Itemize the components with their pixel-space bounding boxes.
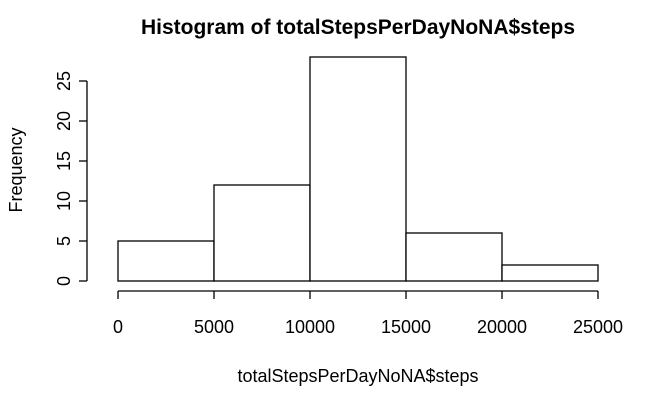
- y-axis-label: Frequency: [6, 127, 26, 212]
- histogram-bar-2: [309, 56, 407, 282]
- x-tick-label-0: 0: [113, 317, 123, 337]
- y-tick-label-5: 25: [54, 71, 74, 91]
- x-tick-label-4: 20000: [477, 317, 527, 337]
- x-axis-label: totalStepsPerDayNoNA$steps: [237, 366, 478, 386]
- x-tick-label-5: 25000: [573, 317, 623, 337]
- y-tick-label-0: 0: [54, 276, 74, 286]
- histogram-bar-4: [501, 264, 599, 282]
- y-tick-label-1: 5: [54, 236, 74, 246]
- histogram-bar-1: [213, 184, 311, 282]
- y-tick-label-2: 10: [54, 191, 74, 211]
- y-tick-label-3: 15: [54, 151, 74, 171]
- bars-group: [117, 56, 599, 282]
- x-tick-label-2: 10000: [285, 317, 335, 337]
- histogram-bar-3: [405, 232, 503, 282]
- histogram-bar-0: [117, 240, 215, 282]
- y-tick-label-4: 20: [54, 111, 74, 131]
- x-axis: 0 5000 10000 15000 20000 25000: [113, 290, 623, 337]
- x-tick-label-3: 15000: [381, 317, 431, 337]
- x-tick-label-1: 5000: [194, 317, 234, 337]
- chart-title: Histogram of totalStepsPerDayNoNA$steps: [141, 16, 575, 39]
- y-axis: 0 5 10 15 20 25: [54, 71, 88, 286]
